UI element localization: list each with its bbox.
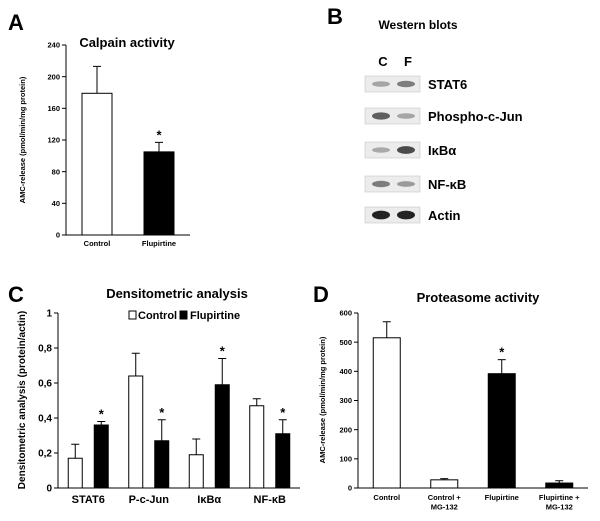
significance-marker: * xyxy=(499,345,505,360)
panel-b-letter: B xyxy=(327,4,343,29)
blot-protein-label: STAT6 xyxy=(428,77,467,92)
panel-a-y-axis-label: AMC-release (pmol/min/mg protein) xyxy=(18,76,27,203)
bar xyxy=(249,405,265,489)
panel-d-y-axis-label: AMC-release (pmol/min/mg protein) xyxy=(318,336,327,463)
bar xyxy=(93,424,109,489)
blot-strip xyxy=(364,107,421,125)
significance-marker: * xyxy=(280,405,286,420)
panel-b-title: Western blots xyxy=(378,18,457,32)
blot-band-flupirtine xyxy=(397,113,415,119)
bar xyxy=(487,373,516,489)
blot-band-control xyxy=(372,112,390,120)
blot-band-control xyxy=(372,180,390,188)
significance-marker: * xyxy=(156,127,162,142)
y-tick-label: 40 xyxy=(52,199,60,208)
blot-protein-label: NF-κB xyxy=(428,177,466,192)
blot-strip xyxy=(364,141,421,159)
bar xyxy=(214,384,230,489)
y-tick-label: 80 xyxy=(52,167,60,176)
blot-band-flupirtine xyxy=(397,210,415,220)
bar xyxy=(67,457,83,489)
legend-swatch-flupirtine xyxy=(179,310,188,320)
x-category-label: Flupirtine + xyxy=(539,493,580,502)
panel-a: A Calpain activity AMC-release (pmol/min… xyxy=(8,10,190,248)
blot-protein-label: IκBα xyxy=(428,143,456,158)
bar xyxy=(128,375,144,489)
blot-band-flupirtine xyxy=(397,80,415,88)
significance-marker: * xyxy=(220,344,226,359)
y-tick-label: 100 xyxy=(339,454,352,463)
x-category-label: Control xyxy=(84,239,111,248)
blot-lane-label-flupirtine: F xyxy=(404,54,412,69)
panel-a-chart: 0 40 80 120 160 200 240 Control * Flupirtine xyxy=(47,41,190,248)
x-category-label: MG-132 xyxy=(431,503,458,512)
x-category-label: Flupirtine xyxy=(142,239,176,248)
legend-label-control: Control xyxy=(138,310,177,322)
panel-c-chart: 0 0,2 0,4 0,6 0,8 1 * STAT6 * P-c-Jun * IκBα * NF-κB xyxy=(38,309,300,506)
x-category-label: Control + xyxy=(428,493,462,502)
panel-c: C Densitometric analysis Densitometric a… xyxy=(8,282,300,506)
x-category-label: IκBα xyxy=(197,494,221,506)
significance-marker: * xyxy=(99,407,105,422)
bar xyxy=(188,454,204,489)
legend-label-flupirtine: Flupirtine xyxy=(190,310,240,322)
panel-c-legend: Control Flupirtine xyxy=(128,310,240,322)
blot-band-flupirtine xyxy=(397,146,415,154)
panel-b: B Western blots C F STAT6 Phospho-c-Jun Iκ… xyxy=(327,4,523,224)
y-tick-label: 200 xyxy=(47,72,60,81)
bar xyxy=(545,482,574,489)
y-tick-label: 1 xyxy=(46,309,52,320)
y-tick-label: 200 xyxy=(339,425,352,434)
x-category-label: STAT6 xyxy=(72,494,105,506)
panel-c-y-axis-label: Densitometric analysis (protein/actin) xyxy=(17,311,28,489)
bar xyxy=(372,337,401,489)
y-tick-label: 0,2 xyxy=(38,449,52,460)
y-tick-label: 500 xyxy=(339,338,352,347)
bar xyxy=(430,479,459,489)
blot-protein-label: Phospho-c-Jun xyxy=(428,109,523,124)
significance-marker: * xyxy=(159,405,165,420)
y-tick-label: 0,8 xyxy=(38,344,52,355)
x-category-label: MG-132 xyxy=(546,503,573,512)
panel-a-letter: A xyxy=(8,10,24,35)
bar xyxy=(154,440,170,489)
y-tick-label: 0 xyxy=(46,484,52,495)
y-tick-label: 600 xyxy=(339,309,352,318)
blot-strip xyxy=(364,75,421,93)
panel-a-title: Calpain activity xyxy=(79,35,175,50)
y-tick-label: 0 xyxy=(56,231,60,240)
x-category-label: NF-κB xyxy=(254,494,286,506)
blot-band-control xyxy=(372,81,390,87)
blot-band-flupirtine xyxy=(397,181,415,187)
bar xyxy=(143,151,175,236)
y-tick-label: 160 xyxy=(47,104,60,113)
x-category-label: Flupirtine xyxy=(485,493,519,502)
y-tick-label: 240 xyxy=(47,41,60,50)
panel-c-letter: C xyxy=(8,282,24,307)
bar xyxy=(275,433,291,489)
y-tick-label: 0,6 xyxy=(38,379,52,390)
x-category-label: Control xyxy=(373,493,400,502)
panel-c-title: Densitometric analysis xyxy=(106,286,248,301)
x-category-label: P-c-Jun xyxy=(129,494,170,506)
blot-lane-label-control: C xyxy=(378,54,388,69)
y-tick-label: 0,4 xyxy=(38,414,52,425)
western-blot-strips: STAT6 Phospho-c-Jun IκBα NF-κB Actin xyxy=(364,75,523,224)
panel-d-letter: D xyxy=(313,282,329,307)
blot-band-control xyxy=(372,147,390,153)
bar xyxy=(81,92,113,236)
y-tick-label: 400 xyxy=(339,367,352,376)
y-tick-label: 120 xyxy=(47,136,60,145)
legend-swatch-control xyxy=(128,310,137,320)
blot-protein-label: Actin xyxy=(428,208,461,223)
panel-d-title: Proteasome activity xyxy=(417,290,541,305)
panel-d: D Proteasome activity AMC-release (pmol/… xyxy=(313,282,588,512)
blot-strip xyxy=(364,175,421,193)
blot-band-control xyxy=(372,210,390,220)
y-tick-label: 300 xyxy=(339,396,352,405)
y-tick-label: 0 xyxy=(348,484,352,493)
